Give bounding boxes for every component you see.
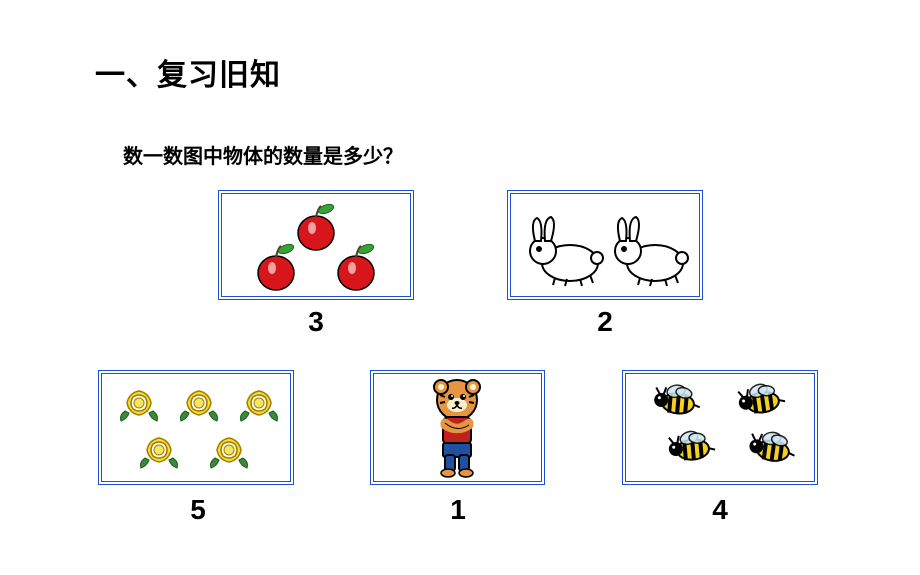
box-bees xyxy=(622,370,818,485)
question-text: 数一数图中物体的数量是多少？ xyxy=(123,140,403,169)
tiger-icon xyxy=(415,375,500,480)
box-flowers xyxy=(98,370,294,485)
box-rabbits xyxy=(507,190,703,300)
section-title: 一、复习旧知 xyxy=(95,50,281,94)
answer-apples: 3 xyxy=(296,306,336,338)
box-apples xyxy=(218,190,414,300)
answer-tiger: 1 xyxy=(438,494,478,526)
rabbits-icon xyxy=(515,198,695,293)
apples-icon xyxy=(241,198,391,293)
flowers-icon xyxy=(104,375,289,480)
answer-bees: 4 xyxy=(700,494,740,526)
box-tiger xyxy=(370,370,545,485)
answer-flowers: 5 xyxy=(178,494,218,526)
answer-rabbits: 2 xyxy=(585,306,625,338)
bees-icon xyxy=(628,375,813,480)
